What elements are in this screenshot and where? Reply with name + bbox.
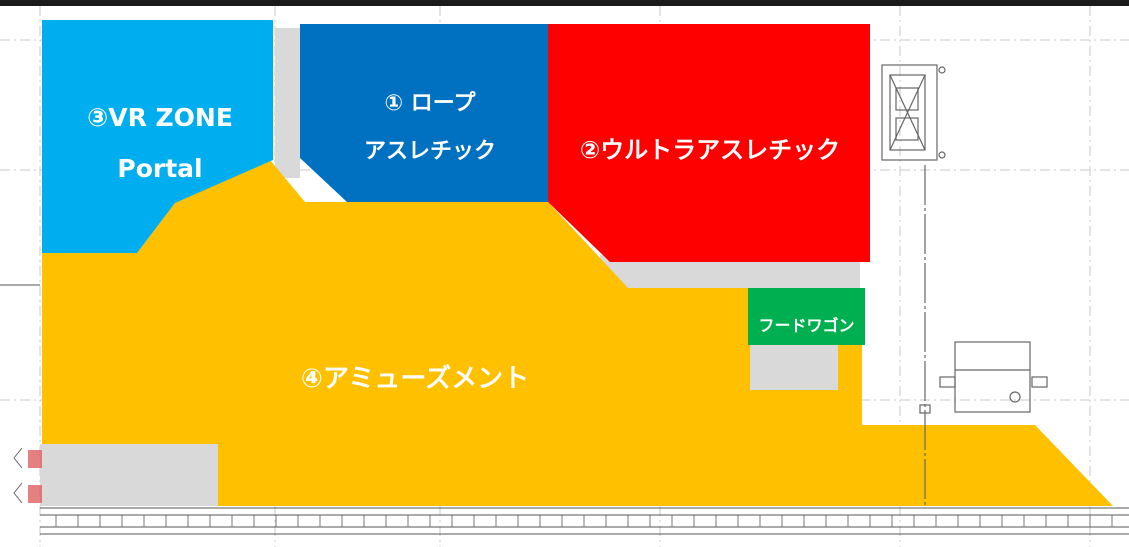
left-entrances — [13, 447, 42, 504]
grey-service-areas — [40, 28, 860, 506]
ultra-athletic-label: ②ウルトラアスレチック — [579, 136, 841, 164]
vr-zone-label-line1: ③VR ZONE — [87, 103, 233, 132]
rope-athletic-zone[interactable] — [300, 24, 548, 202]
elevator-outline — [881, 64, 946, 505]
rope-athletic-label-line1: ① ロープ — [384, 91, 476, 116]
food-wagon-zone[interactable] — [748, 288, 865, 345]
bottom-wall-ticks — [55, 515, 1113, 527]
vr-zone-label: ③VR ZONE Portal — [55, 92, 265, 194]
amusement-zone[interactable] — [42, 160, 1113, 506]
equipment-unit — [919, 341, 1048, 414]
ultra-athletic-zone[interactable] — [548, 24, 870, 262]
rope-athletic-label: ① ロープ アスレチック — [310, 80, 550, 176]
top-border — [0, 0, 1129, 6]
rope-athletic-label-line2: アスレチック — [363, 139, 496, 164]
vr-zone[interactable] — [42, 20, 273, 253]
food-wagon-label: フードワゴン — [758, 316, 855, 335]
vr-zone-label-line2: Portal — [117, 154, 203, 183]
amusement-label: ④アミューズメント — [300, 364, 530, 394]
